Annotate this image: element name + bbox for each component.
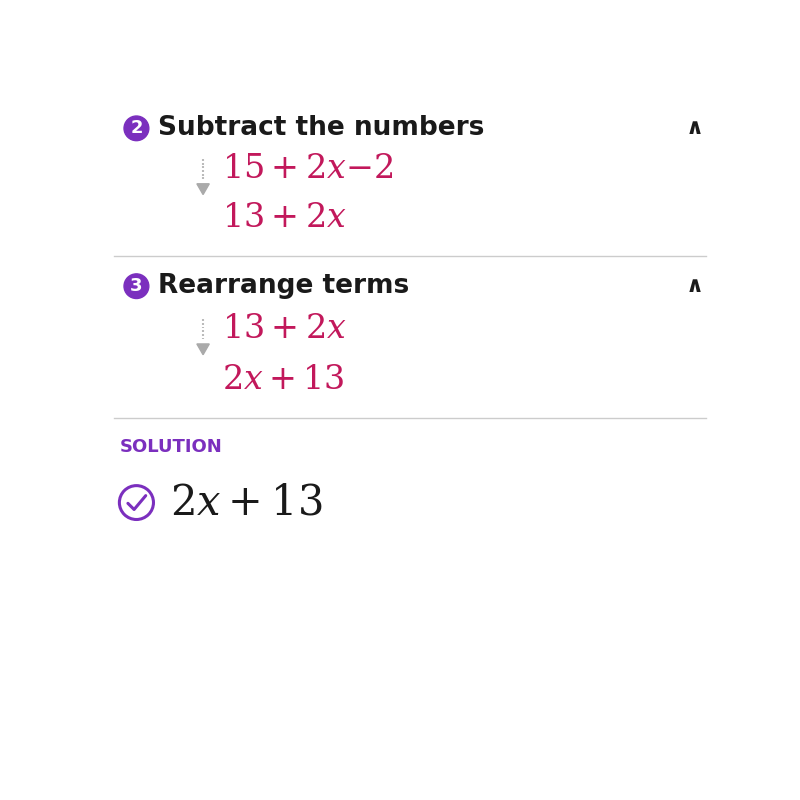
Circle shape <box>124 274 149 298</box>
Text: $2x+13$: $2x+13$ <box>170 482 322 523</box>
Text: $13+2x$: $13+2x$ <box>222 312 347 345</box>
Polygon shape <box>197 344 210 354</box>
Circle shape <box>124 116 149 141</box>
Text: Subtract the numbers: Subtract the numbers <box>158 115 485 142</box>
Text: ∧: ∧ <box>686 276 704 296</box>
Polygon shape <box>197 184 210 194</box>
Text: 2: 2 <box>130 119 142 138</box>
Text: 3: 3 <box>130 277 142 295</box>
Text: Rearrange terms: Rearrange terms <box>158 273 410 299</box>
Text: SOLUTION: SOLUTION <box>119 438 222 456</box>
Text: $13+2x$: $13+2x$ <box>222 201 347 234</box>
Text: ∧: ∧ <box>686 118 704 138</box>
Text: $2x+13$: $2x+13$ <box>222 363 345 396</box>
Text: $15+2x{-}2$: $15+2x{-}2$ <box>222 152 394 185</box>
